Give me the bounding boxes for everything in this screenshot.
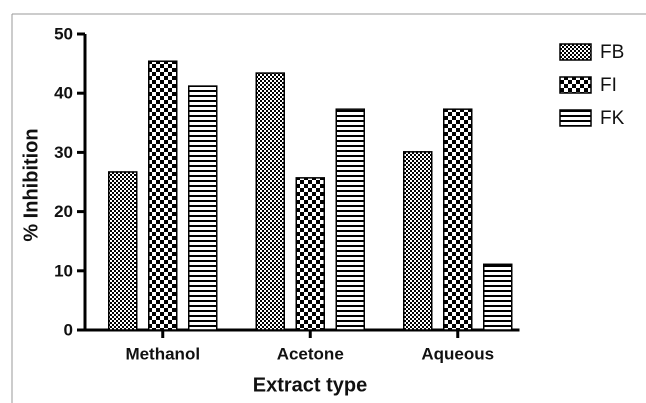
legend-label: FK (600, 108, 625, 129)
y-tick-label: 40 (54, 84, 73, 103)
bar (255, 72, 285, 331)
y-tick-label: 50 (54, 24, 73, 43)
x-axis-title: Extract type (253, 374, 368, 396)
y-tick-label: 20 (54, 202, 73, 221)
y-tick-label: 30 (54, 143, 73, 162)
bar (148, 60, 178, 331)
bar (483, 263, 513, 331)
y-tick-label: 10 (54, 261, 73, 280)
bar (403, 151, 433, 331)
y-axis-title: % Inhibition (20, 128, 42, 241)
legend-swatch (559, 109, 592, 127)
legend-label: FB (600, 42, 624, 63)
x-tick-label: Aqueous (421, 344, 494, 363)
bar (335, 108, 365, 331)
bar (295, 177, 325, 331)
y-tick-label: 0 (64, 320, 73, 339)
bar (443, 108, 473, 331)
legend-swatch (559, 76, 592, 94)
legend-label: FI (600, 75, 617, 96)
legend-swatch (559, 43, 592, 61)
x-tick-label: Acetone (277, 344, 344, 363)
bar (108, 171, 138, 331)
bar (188, 85, 218, 331)
x-tick-label: Methanol (125, 344, 200, 363)
